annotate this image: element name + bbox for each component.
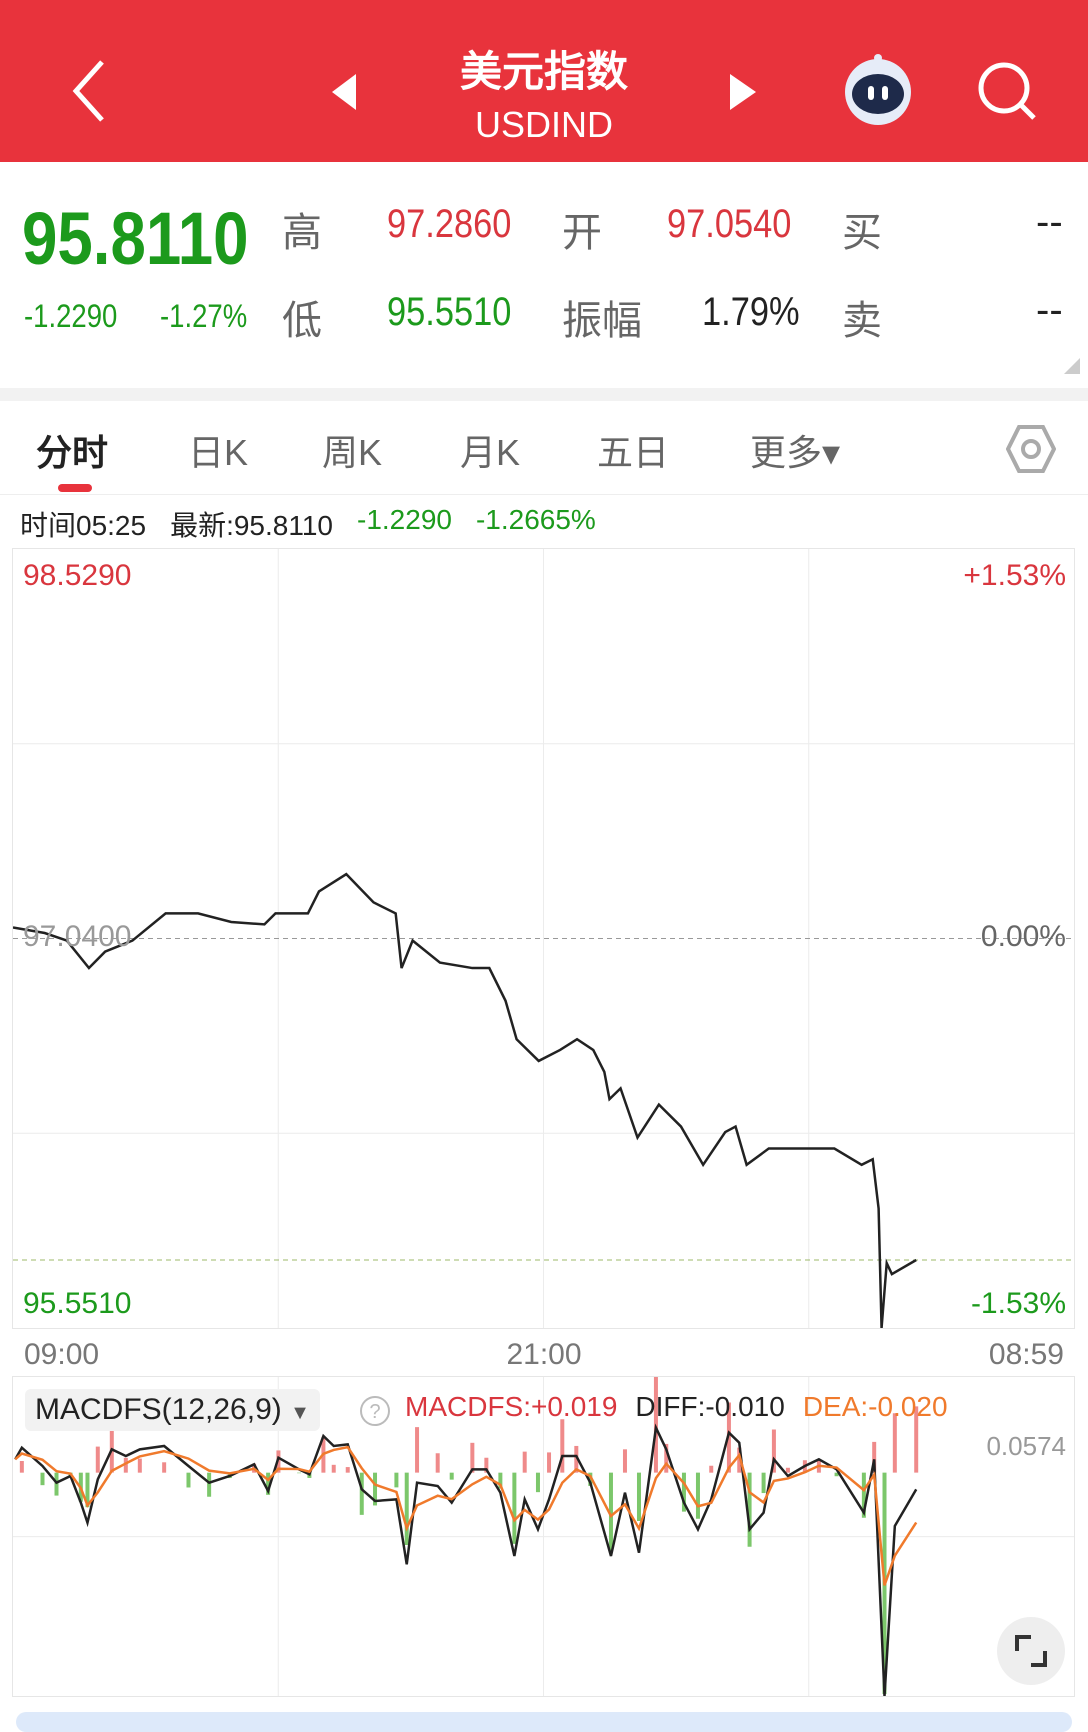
prev-triangle-icon[interactable] xyxy=(332,74,358,110)
y-label-bottom: 95.5510 xyxy=(23,1287,132,1320)
y-max-label: 0.0574 xyxy=(986,1431,1066,1461)
last-price-wrap: 95.8110 xyxy=(22,196,285,281)
info-time: 时间05:25 xyxy=(20,510,147,541)
buy-label: 买 xyxy=(842,211,882,255)
divider xyxy=(0,494,1088,495)
low-value: 95.5510 xyxy=(387,290,512,334)
x-tick: 09:00 xyxy=(24,1338,100,1371)
y-label-top: 98.5290 xyxy=(23,559,132,592)
fullscreen-button[interactable] xyxy=(997,1617,1065,1685)
diff-line xyxy=(14,1423,918,1696)
macd-chart-svg xyxy=(13,1377,1074,1696)
info-line: 时间05:25 最新:95.8110 -1.2290 -1.2665% xyxy=(20,504,596,544)
macd-legend: MACDFS:+0.019 DIFF:-0.010 DEA:-0.020 xyxy=(405,1391,948,1423)
back-chevron-icon[interactable] xyxy=(70,58,110,124)
low-label: 低 xyxy=(282,299,322,343)
tab-five-day[interactable]: 五日 xyxy=(597,432,670,473)
amplitude-label: 振幅 xyxy=(562,299,642,343)
change-value: -1.2290 xyxy=(24,298,118,334)
amplitude-wrap: 1.79% xyxy=(702,290,815,335)
pct-label-top: +1.53% xyxy=(963,559,1066,592)
sell-value: -- xyxy=(1036,288,1063,332)
search-icon[interactable] xyxy=(976,60,1040,124)
svg-text:?: ? xyxy=(369,1401,380,1423)
settings-icon[interactable] xyxy=(1006,424,1056,474)
pct-label-base: 0.00% xyxy=(980,920,1066,953)
buy-value: -- xyxy=(1036,200,1063,244)
active-tab-indicator xyxy=(58,484,92,492)
corner-expand-icon xyxy=(1064,358,1080,374)
high-wrap: 97.2860 xyxy=(387,202,532,247)
open-value: 97.0540 xyxy=(667,202,792,246)
legend-macdfs: MACDFS:+0.019 xyxy=(405,1391,618,1422)
indicator-name: MACDFS(12,26,9) xyxy=(35,1393,282,1426)
tab-daily-k[interactable]: 日K xyxy=(188,432,249,473)
robot-assistant-icon[interactable] xyxy=(840,52,916,128)
tab-monthly-k[interactable]: 月K xyxy=(460,432,521,473)
bottom-banner[interactable] xyxy=(16,1712,1072,1732)
last-price: 95.8110 xyxy=(22,197,249,280)
x-tick: 21:00 xyxy=(506,1338,582,1371)
macd-chart[interactable]: MACDFS(12,26,9) ▼ ? MACDFS:+0.019 DIFF:-… xyxy=(12,1376,1075,1697)
change-pct: -1.27% xyxy=(160,298,248,334)
open-label: 开 xyxy=(562,211,602,255)
pct-label-bottom: -1.53% xyxy=(970,1287,1066,1320)
page-title: 美元指数 xyxy=(459,48,628,95)
divider xyxy=(0,388,1088,401)
legend-diff: DIFF:-0.010 xyxy=(635,1391,785,1422)
info-latest: 最新:95.8110 xyxy=(170,510,333,541)
top-bar: 美元指数 USDIND xyxy=(0,0,1088,162)
open-wrap: 97.0540 xyxy=(667,202,812,247)
low-wrap: 95.5510 xyxy=(387,290,532,335)
y-label-base: 97.0400 xyxy=(23,920,132,953)
dropdown-caret-icon: ▼ xyxy=(290,1402,310,1424)
high-value: 97.2860 xyxy=(387,202,512,246)
price-line xyxy=(13,872,917,1328)
amplitude-value: 1.79% xyxy=(702,290,800,334)
price-chart-svg xyxy=(13,549,1074,1328)
tab-weekly-k[interactable]: 周K xyxy=(322,432,383,473)
change-pct-wrap: -1.27% xyxy=(160,298,261,335)
legend-dea: DEA:-0.020 xyxy=(802,1391,948,1422)
dea-line xyxy=(14,1445,918,1586)
next-triangle-icon[interactable] xyxy=(730,74,756,110)
symbol-code: USDIND xyxy=(474,104,613,145)
intraday-chart[interactable]: 98.5290 +1.53% 97.0400 0.00% 95.5510 -1.… xyxy=(12,548,1075,1329)
x-tick: 08:59 xyxy=(988,1338,1064,1371)
change-wrap: -1.2290 xyxy=(24,298,133,335)
tab-intraday[interactable]: 分时 xyxy=(36,432,109,473)
tab-more[interactable]: 更多▾ xyxy=(750,432,841,473)
high-label: 高 xyxy=(282,211,322,255)
expand-icon xyxy=(1015,1635,1047,1667)
info-change-pct: -1.2665% xyxy=(475,504,596,535)
indicator-selector[interactable]: MACDFS(12,26,9) ▼ xyxy=(25,1389,320,1431)
info-change: -1.2290 xyxy=(357,504,452,535)
help-icon[interactable]: ? xyxy=(359,1395,391,1427)
sell-label: 卖 xyxy=(842,299,882,343)
